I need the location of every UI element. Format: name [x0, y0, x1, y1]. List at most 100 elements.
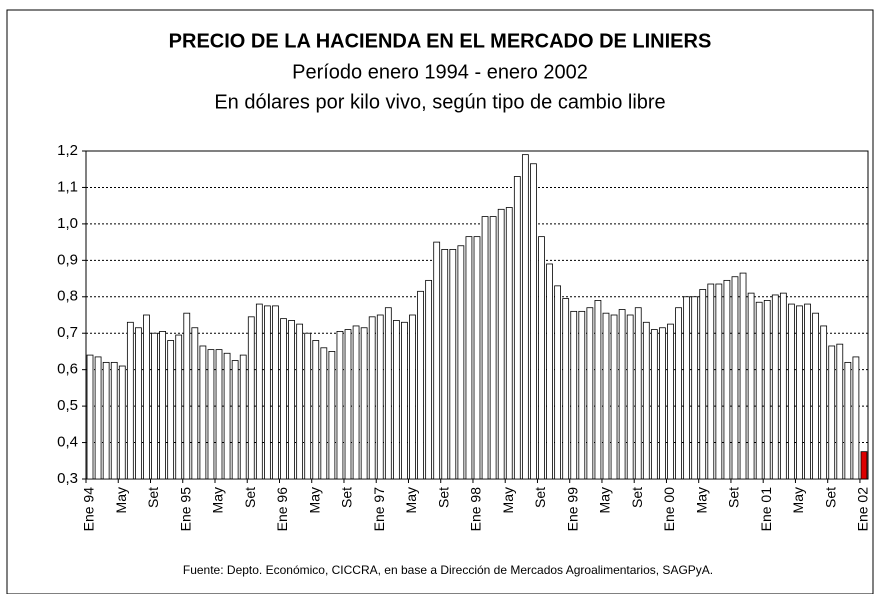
- bar: [344, 329, 352, 480]
- bar: [167, 340, 175, 480]
- bar: [336, 330, 344, 480]
- bar: [562, 298, 570, 480]
- bar: [618, 309, 626, 480]
- bar: [836, 343, 844, 480]
- bar: [659, 327, 666, 480]
- x-tick-label: May: [403, 487, 419, 513]
- y-tick-label: 1,1: [57, 178, 78, 195]
- bar: [650, 329, 658, 480]
- bar: [707, 283, 715, 480]
- bar: [530, 163, 537, 480]
- x-tick-label: Ene 96: [274, 487, 290, 532]
- y-tick-label: 0,9: [57, 251, 78, 268]
- x-tick-label: Set: [242, 487, 258, 508]
- bar: [135, 327, 142, 480]
- bar: [102, 361, 110, 480]
- y-tick-label: 0,3: [57, 470, 78, 487]
- x-tick-label: Set: [339, 487, 355, 508]
- bar: [796, 305, 803, 480]
- bar: [328, 351, 336, 480]
- bar: [497, 208, 505, 480]
- x-tick-label: Ene 02: [855, 487, 871, 532]
- x-tick-label: Ene 94: [81, 487, 97, 532]
- bar: [683, 296, 690, 480]
- bar: [820, 325, 828, 480]
- bar: [570, 310, 578, 480]
- x-tick-label: May: [306, 487, 322, 513]
- y-tick-label: 0,7: [57, 324, 78, 341]
- y-tick-label: 0,8: [57, 288, 78, 305]
- bar: [207, 349, 215, 480]
- bar: [118, 365, 126, 480]
- bar: [723, 279, 731, 480]
- bar: [546, 263, 553, 480]
- bar: [441, 248, 449, 480]
- bar: [126, 321, 134, 480]
- bar: [699, 289, 707, 480]
- bar: [143, 314, 150, 480]
- bar: [255, 303, 263, 480]
- bar: [771, 294, 779, 480]
- bar: [779, 292, 787, 480]
- bar: [844, 361, 852, 480]
- bar: [312, 340, 320, 480]
- bar: [602, 312, 610, 480]
- bar: [788, 303, 795, 480]
- bar: [94, 356, 102, 480]
- x-tick-label: May: [693, 487, 709, 513]
- bar: [304, 332, 312, 480]
- bar: [199, 345, 207, 480]
- bar: [755, 301, 763, 480]
- bar: [392, 320, 400, 480]
- bar: [231, 360, 239, 480]
- bar: [489, 216, 497, 480]
- bar: [610, 314, 618, 480]
- chart-title: PRECIO DE LA HACIENDA EN EL MERCADO DE L…: [169, 30, 712, 52]
- bar: [626, 314, 634, 480]
- y-tick-label: 0,6: [57, 361, 78, 378]
- bar: [223, 352, 231, 480]
- bar: [360, 327, 368, 480]
- bar: [175, 334, 183, 480]
- bar: [457, 245, 465, 480]
- bar: [151, 332, 158, 480]
- bar: [828, 345, 836, 480]
- y-tick-label: 1,2: [57, 142, 78, 159]
- bar: [296, 323, 304, 480]
- x-tick-label: May: [210, 487, 226, 513]
- bar: [634, 307, 642, 480]
- bar: [352, 325, 360, 480]
- bar: [425, 279, 433, 480]
- bar: [215, 349, 223, 480]
- bar: [280, 318, 287, 480]
- x-tick-label: Set: [145, 487, 161, 508]
- bar: [110, 361, 118, 480]
- chart-subtitle: Período enero 1994 - enero 2002: [292, 61, 588, 83]
- x-tick-label: Ene 99: [564, 487, 580, 532]
- bar: [691, 296, 699, 480]
- x-tick-label: Set: [726, 487, 742, 508]
- y-tick-label: 0,5: [57, 397, 78, 414]
- bar: [368, 316, 376, 480]
- bar: [594, 300, 602, 480]
- bar: [433, 241, 441, 480]
- bar: [288, 320, 295, 480]
- y-tick-label: 0,4: [57, 434, 78, 451]
- chart-subtitle: En dólares por kilo vivo, según tipo de …: [214, 91, 665, 113]
- x-tick-label: May: [790, 487, 806, 513]
- bar: [554, 285, 562, 480]
- bar: [264, 305, 271, 480]
- bar: [860, 451, 868, 480]
- bar: [667, 323, 674, 480]
- x-tick-label: Set: [629, 487, 645, 508]
- x-tick-label: Ene 00: [661, 487, 677, 532]
- bar: [739, 272, 747, 480]
- bar: [642, 321, 650, 480]
- bar: [763, 300, 771, 480]
- bar: [401, 321, 408, 480]
- source-note: Fuente: Depto. Económico, CICCRA, en bas…: [183, 563, 713, 577]
- bar: [384, 307, 392, 480]
- bar: [239, 354, 247, 480]
- x-tick-label: Set: [822, 487, 838, 508]
